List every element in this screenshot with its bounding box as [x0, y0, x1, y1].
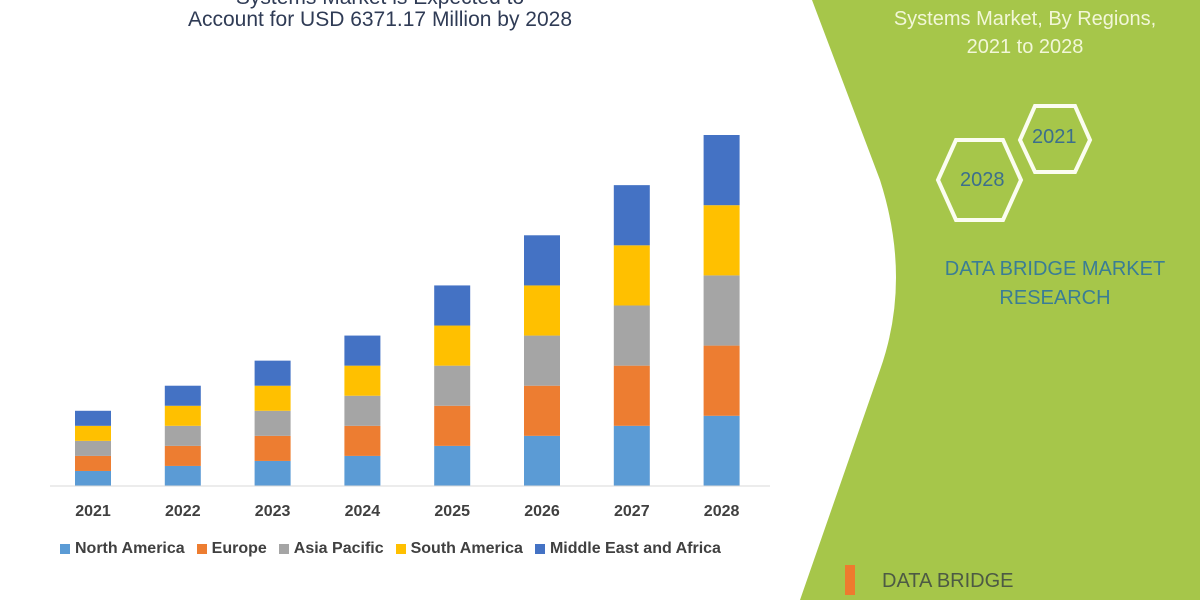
bar-2024-asia-pacific [344, 395, 381, 426]
legend-item: Europe [196, 540, 267, 558]
bar-2022-asia-pacific [164, 425, 201, 446]
bar-2026-asia-pacific [524, 335, 560, 386]
side-title-line1: Systems Market, By Regions, [893, 8, 1157, 30]
bar-2024-south-america [344, 365, 381, 396]
legend-swatch [196, 544, 207, 554]
bar-2024-middle-east-and-africa [344, 335, 381, 366]
bar-2021-europe [75, 455, 111, 471]
brand-line2: RESEARCH [999, 287, 1111, 309]
stacked-bar-chart [75, 135, 740, 486]
legend-label: South America [410, 540, 523, 557]
hexagon-2028 [935, 138, 1024, 222]
bar-2027-middle-east-and-africa [613, 185, 650, 246]
bar-2027-asia-pacific [613, 305, 650, 366]
x-tick-label: 2021 [75, 503, 111, 520]
logo-icon [845, 565, 855, 595]
bar-2023-europe [254, 435, 291, 461]
legend-item: North America [60, 540, 185, 558]
chart-title-line1: Systems Market is Expected to [0, 0, 760, 10]
bar-2021-north-america [75, 470, 111, 486]
x-tick-label: 2023 [254, 503, 291, 520]
bar-2026-north-america [524, 435, 560, 486]
bar-2027-north-america [613, 425, 650, 486]
x-tick-label: 2024 [344, 503, 381, 520]
bar-2025-asia-pacific [434, 365, 471, 406]
bar-2028-middle-east-and-africa [703, 135, 740, 206]
bar-2026-europe [524, 385, 560, 436]
legend-label: Middle East and Africa [549, 540, 721, 557]
hexagon-2021 [1017, 104, 1093, 174]
bar-2028-asia-pacific [703, 275, 740, 346]
bar-2024-north-america [344, 455, 381, 486]
legend-label: Europe [211, 540, 267, 557]
bar-2025-north-america [434, 445, 471, 486]
bar-2022-north-america [164, 465, 201, 486]
bar-2028-north-america [703, 415, 740, 486]
bar-2023-north-america [254, 460, 291, 486]
legend-swatch [534, 544, 545, 554]
bar-2025-europe [434, 405, 471, 446]
x-tick-label: 2026 [524, 503, 560, 520]
bar-2023-asia-pacific [254, 410, 291, 436]
bar-2027-europe [613, 365, 650, 426]
bar-2022-south-america [164, 405, 201, 426]
bar-2026-middle-east-and-africa [524, 235, 560, 286]
bar-2023-south-america [254, 385, 291, 411]
legend-swatch [60, 544, 70, 554]
bar-2023-middle-east-and-africa [254, 360, 291, 386]
bar-2025-south-america [434, 325, 471, 366]
legend-label: Asia Pacific [293, 540, 384, 557]
bar-2024-europe [344, 425, 381, 456]
x-tick-label: 2028 [703, 503, 740, 520]
bar-2021-asia-pacific [75, 440, 111, 456]
legend-swatch [395, 544, 406, 554]
chart-title-line2: Account for USD 6371.17 Million by 2028 [187, 8, 573, 31]
x-tick-label: 2025 [434, 503, 470, 520]
bar-2026-south-america [524, 285, 560, 336]
x-tick-label: 2022 [165, 503, 201, 520]
hex-year-2021: 2021 [1032, 126, 1077, 148]
bar-2028-europe [703, 345, 740, 416]
logo-text: DATA BRIDGE [882, 570, 1014, 592]
chart-legend: North America Europe Asia Pacific South Ame… [60, 540, 721, 558]
bar-2021-south-america [75, 425, 111, 441]
side-title-line2: 2021 to 2028 [966, 36, 1084, 58]
bar-2022-middle-east-and-africa [164, 385, 201, 406]
bar-2028-south-america [703, 205, 740, 276]
bar-2025-middle-east-and-africa [434, 285, 471, 326]
bar-2021-middle-east-and-africa [75, 410, 111, 426]
bar-2027-south-america [613, 245, 650, 306]
legend-item: South America [395, 540, 523, 558]
hex-year-2028: 2028 [960, 169, 1005, 191]
legend-swatch [278, 544, 289, 554]
green-side-panel [800, 0, 1200, 600]
brand-text: DATA BRIDGE MARKET RESEARCH [915, 255, 1195, 313]
legend-item: Middle East and Africa [534, 540, 721, 558]
bar-2022-europe [164, 445, 201, 466]
x-tick-label: 2027 [614, 503, 650, 520]
brand-line1: DATA BRIDGE MARKET [944, 258, 1166, 280]
legend-label: North America [75, 540, 185, 557]
legend-item: Asia Pacific [278, 540, 384, 558]
